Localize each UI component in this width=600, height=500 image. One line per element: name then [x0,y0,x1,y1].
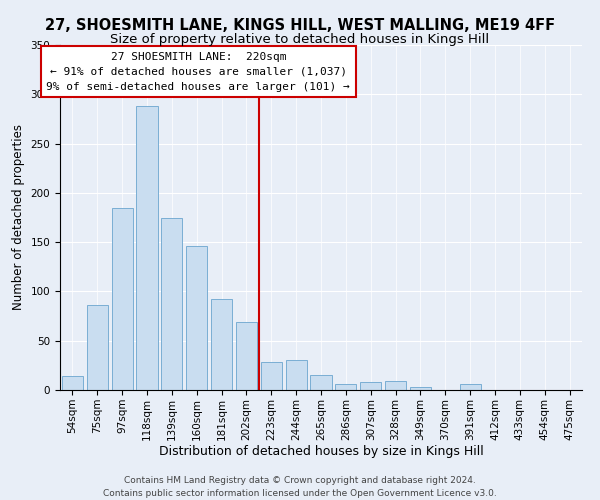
Text: 27, SHOESMITH LANE, KINGS HILL, WEST MALLING, ME19 4FF: 27, SHOESMITH LANE, KINGS HILL, WEST MAL… [45,18,555,32]
Bar [136,106,158,390]
Bar [236,322,257,390]
Bar [62,376,83,390]
Bar [410,387,431,390]
Bar [360,382,381,390]
X-axis label: Distribution of detached houses by size in Kings Hill: Distribution of detached houses by size … [158,446,484,458]
Bar [261,362,282,390]
Y-axis label: Number of detached properties: Number of detached properties [12,124,25,310]
Bar [460,384,481,390]
Bar [310,375,332,390]
Bar [87,305,108,390]
Bar [335,384,356,390]
Bar [161,218,182,390]
Bar [211,300,232,390]
Bar [385,381,406,390]
Text: 27 SHOESMITH LANE:  220sqm
← 91% of detached houses are smaller (1,037)
9% of se: 27 SHOESMITH LANE: 220sqm ← 91% of detac… [46,52,350,92]
Text: Size of property relative to detached houses in Kings Hill: Size of property relative to detached ho… [110,32,490,46]
Bar [112,208,133,390]
Bar [286,360,307,390]
Text: Contains HM Land Registry data © Crown copyright and database right 2024.
Contai: Contains HM Land Registry data © Crown c… [103,476,497,498]
Bar [186,246,207,390]
